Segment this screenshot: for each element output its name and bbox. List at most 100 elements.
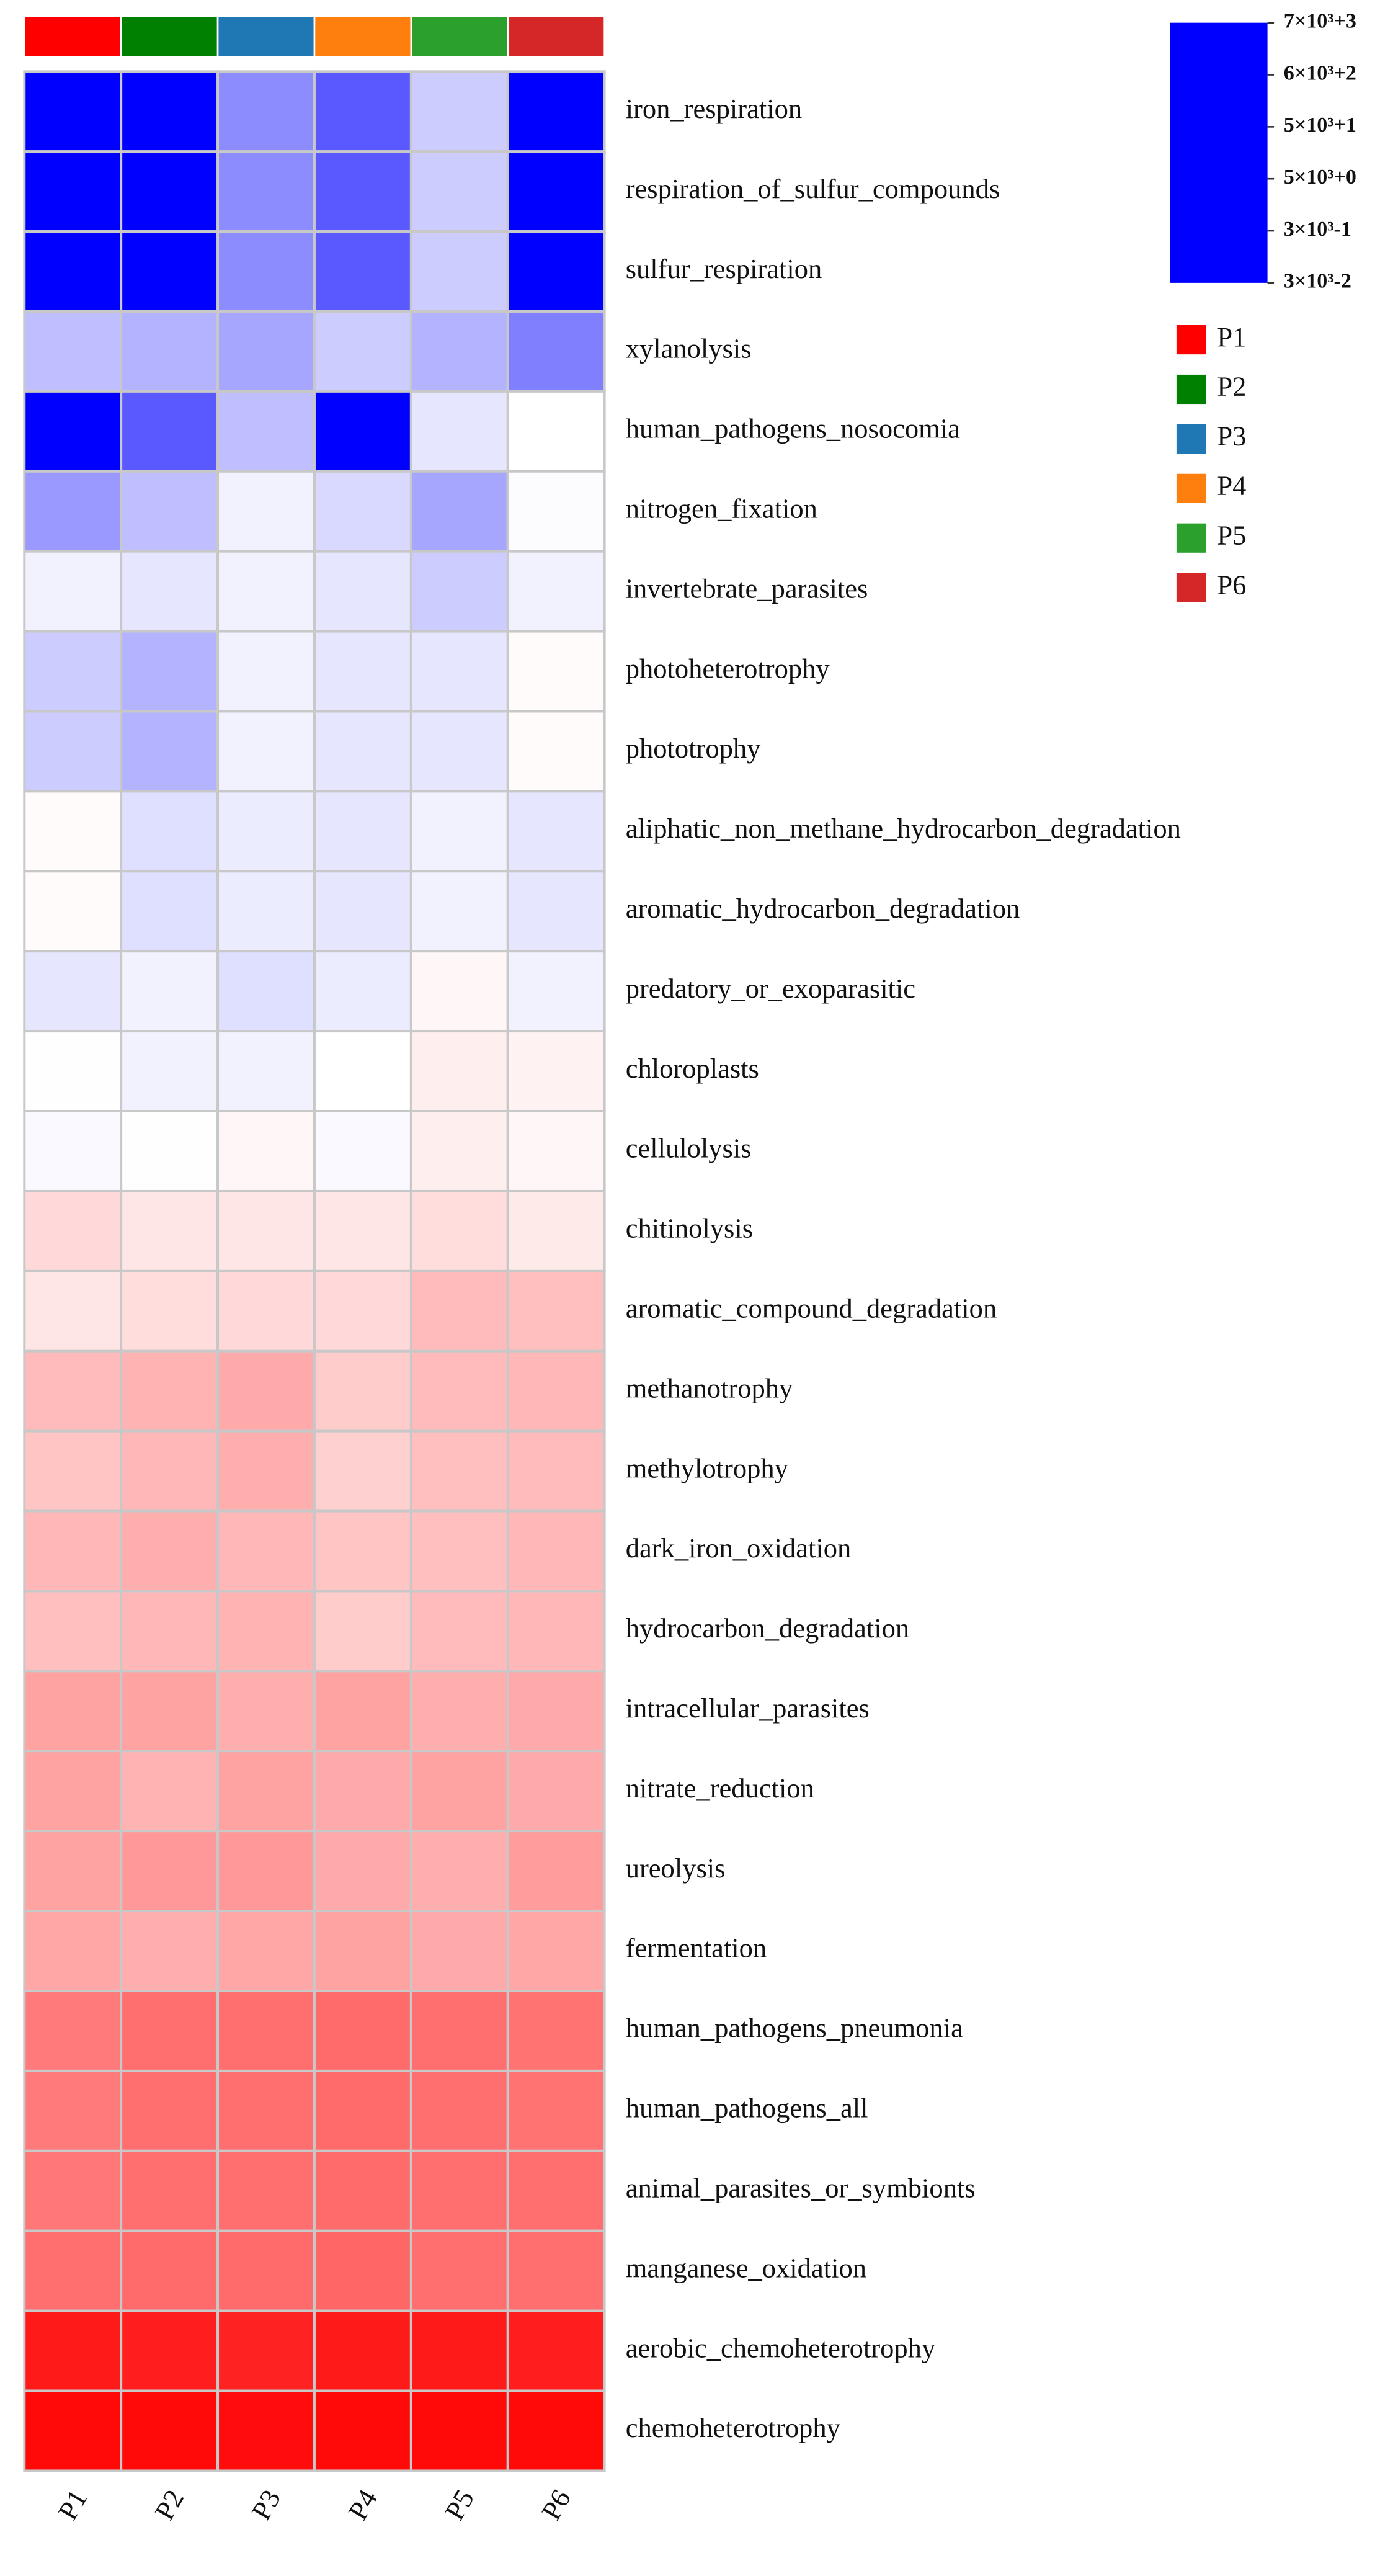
heatmap-cell: [409, 1830, 509, 1913]
heatmap-cell: [216, 1110, 316, 1192]
heatmap-cell: [216, 310, 316, 393]
heatmap-cell: [120, 2149, 220, 2232]
legend-label: P3: [1217, 421, 1246, 452]
heatmap-cell: [216, 1590, 316, 1673]
heatmap-cell: [120, 2389, 220, 2472]
heatmap-cell: [506, 150, 606, 233]
heatmap-cell: [313, 1750, 412, 1833]
heatmap-cell: [506, 2309, 606, 2392]
heatmap-cell: [216, 2149, 316, 2232]
heatmap-cell: [23, 870, 123, 953]
heatmap-cell: [313, 230, 412, 313]
row-label: sulfur_respiration: [626, 253, 822, 284]
heatmap-cell: [313, 1349, 412, 1433]
heatmap-cell: [216, 1189, 316, 1272]
heatmap-cell: [120, 2309, 220, 2392]
legend-label: P1: [1217, 321, 1246, 352]
heatmap-cell: [506, 1990, 606, 2072]
heatmap-cell: [313, 1830, 412, 1913]
heatmap-cell: [506, 950, 606, 1033]
heatmap-cell: [216, 150, 316, 233]
heatmap-cell: [120, 1189, 220, 1272]
heatmap-cell: [409, 1110, 509, 1192]
heatmap-cell: [506, 2069, 606, 2152]
colorbar: [1170, 22, 1268, 283]
row-label: aerobic_chemoheterotrophy: [626, 2332, 936, 2363]
row-label: chloroplasts: [626, 1053, 759, 1084]
heatmap-cell: [506, 1429, 606, 1513]
colorbar-tick-label: 6×10³+2: [1284, 61, 1356, 84]
heatmap-cell: [313, 1269, 412, 1353]
heatmap-cell: [506, 470, 606, 553]
heatmap-cell: [120, 1590, 220, 1673]
legend-swatch: [1176, 473, 1206, 503]
heatmap-cell: [23, 790, 123, 873]
legend-label: P4: [1217, 470, 1246, 501]
heatmap-cell: [313, 390, 412, 473]
group-bar: [120, 15, 219, 58]
heatmap-cell: [506, 1830, 606, 1913]
heatmap-cell: [23, 470, 123, 553]
heatmap-cell: [313, 1189, 412, 1272]
group-bar: [507, 15, 605, 58]
heatmap-cell: [120, 70, 220, 153]
column-label: P2: [149, 2484, 190, 2525]
heatmap-cell: [120, 230, 220, 313]
heatmap-cell: [409, 1590, 509, 1673]
legend-swatch: [1176, 523, 1206, 553]
heatmap-cell: [216, 1990, 316, 2072]
heatmap-cell: [23, 1189, 123, 1272]
heatmap-cell: [506, 2229, 606, 2312]
row-label: invertebrate_parasites: [626, 573, 868, 604]
heatmap-cell: [23, 1429, 123, 1513]
heatmap-cell: [506, 630, 606, 713]
legend-label: P5: [1217, 519, 1246, 550]
row-label: human_pathogens_nosocomia: [626, 413, 960, 444]
heatmap-cell: [313, 1910, 412, 1992]
heatmap-cell: [120, 1429, 220, 1513]
heatmap-cell: [313, 1030, 412, 1113]
heatmap-cell: [506, 1670, 606, 1753]
heatmap-cell: [409, 2069, 509, 2152]
heatmap-cell: [409, 1509, 509, 1593]
row-label: aromatic_compound_degradation: [626, 1293, 997, 1324]
heatmap-cell: [506, 1030, 606, 1113]
heatmap-cell: [409, 870, 509, 953]
row-label: ureolysis: [626, 1853, 726, 1884]
heatmap-cell: [120, 1670, 220, 1753]
heatmap-cell: [313, 630, 412, 713]
group-bar: [216, 15, 316, 58]
heatmap-cell: [409, 950, 509, 1033]
row-label: respiration_of_sulfur_compounds: [626, 173, 1000, 204]
heatmap-cell: [23, 550, 123, 633]
legend-swatch: [1176, 325, 1206, 355]
heatmap-cell: [409, 630, 509, 713]
row-label: aromatic_hydrocarbon_degradation: [626, 893, 1020, 924]
row-label: manganese_oxidation: [626, 2252, 866, 2283]
heatmap-cell: [506, 2389, 606, 2472]
column-label: P6: [535, 2484, 577, 2525]
heatmap-cell: [216, 2229, 316, 2312]
heatmap-cell: [120, 470, 220, 553]
row-label: methanotrophy: [626, 1372, 793, 1403]
heatmap-cell: [23, 1030, 123, 1113]
heatmap-cell: [313, 2309, 412, 2392]
heatmap-cell: [506, 710, 606, 793]
heatmap-cell: [216, 1509, 316, 1593]
row-label: hydrocarbon_degradation: [626, 1612, 910, 1644]
heatmap-cell: [409, 2149, 509, 2232]
heatmap-cell: [23, 1910, 123, 1992]
heatmap-cell: [216, 1750, 316, 1833]
heatmap-cell: [120, 790, 220, 873]
row-label: cellulolysis: [626, 1133, 752, 1164]
heatmap-cell: [120, 1990, 220, 2072]
heatmap-cell: [409, 1990, 509, 2072]
column-label: P3: [245, 2484, 287, 2525]
heatmap-cell: [23, 710, 123, 793]
legend-label: P6: [1217, 569, 1246, 600]
heatmap-cell: [409, 710, 509, 793]
heatmap-cell: [23, 150, 123, 233]
heatmap-cell: [313, 310, 412, 393]
